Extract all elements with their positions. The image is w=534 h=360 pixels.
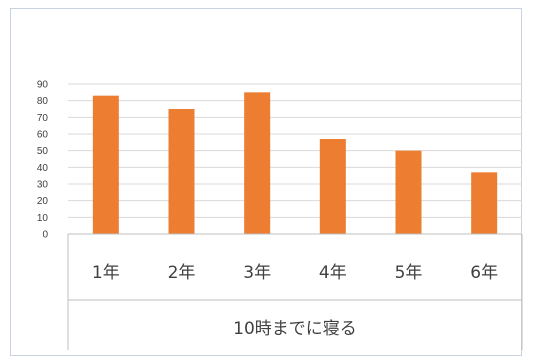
bar-1 — [92, 95, 119, 235]
y-tick-label: 20 — [37, 196, 49, 207]
x-category-label: 3年 — [243, 263, 271, 283]
bar-3 — [244, 92, 271, 234]
x-category-label: 2年 — [168, 263, 196, 283]
x-axis-title: 10時までに寝る — [233, 318, 357, 339]
x-category-label: 5年 — [395, 263, 423, 283]
x-axis: 1年 2年 3年 4年 5年 6年 — [67, 233, 523, 350]
bar-4 — [319, 139, 346, 234]
bar-5 — [395, 150, 422, 234]
bar-2 — [168, 109, 195, 234]
y-tick-label: 30 — [37, 180, 49, 191]
x-category-label: 1年 — [92, 263, 120, 283]
y-tick-label: 90 — [37, 80, 49, 91]
grid-lines — [68, 83, 522, 235]
y-tick-label: 50 — [37, 146, 49, 157]
y-axis-ticks: 0 10 20 30 40 50 60 70 80 90 — [37, 80, 49, 241]
bar-6 — [471, 172, 498, 234]
y-tick-label: 10 — [37, 213, 49, 224]
y-tick-label: 70 — [37, 113, 49, 124]
y-tick-label: 60 — [37, 130, 49, 141]
y-tick-label: 80 — [37, 96, 49, 107]
x-category-label: 4年 — [319, 263, 347, 283]
bars — [92, 92, 498, 235]
x-category-label: 6年 — [470, 263, 498, 283]
y-tick-label: 0 — [42, 230, 48, 241]
y-tick-label: 40 — [37, 163, 49, 174]
